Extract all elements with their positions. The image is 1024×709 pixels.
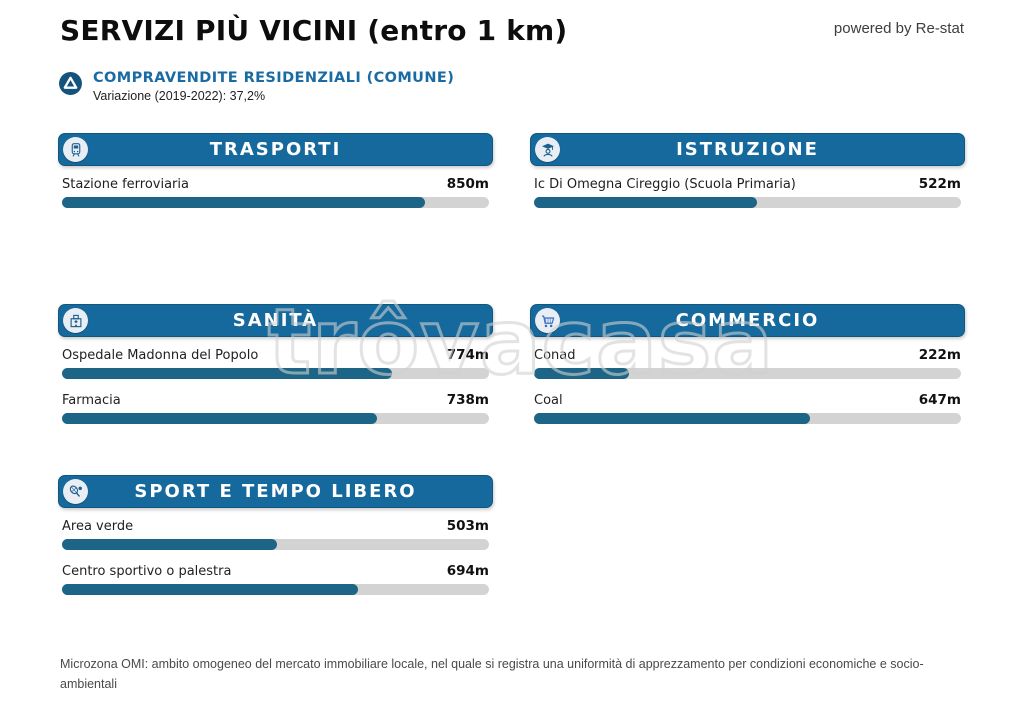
card-header: COMMERCIO (530, 304, 965, 337)
distance-bar-fill (62, 539, 277, 550)
card-header: ISTRUZIONE (530, 133, 965, 166)
card-rows: Ospedale Madonna del Popolo 774m Farmacia 7… (58, 337, 493, 424)
service-distance: 222m (918, 347, 961, 363)
distance-bar-track (62, 197, 489, 208)
service-row: Area verde 503m (62, 518, 489, 550)
service-label: Coal (534, 393, 563, 408)
card-title: COMMERCIO (675, 310, 820, 331)
service-distance: 774m (446, 347, 489, 363)
service-distance: 738m (446, 392, 489, 408)
distance-bar-track (534, 413, 961, 424)
service-row-header: Farmacia 738m (62, 392, 489, 408)
distance-bar-fill (534, 413, 811, 424)
tennis-icon (63, 479, 88, 504)
service-distance: 503m (446, 518, 489, 534)
card-rows: Stazione ferroviaria 850m (58, 166, 493, 208)
summary-title: COMPRAVENDITE RESIDENZIALI (COMUNE) (93, 70, 455, 86)
distance-bar-track (534, 197, 961, 208)
service-distance: 850m (446, 176, 489, 192)
service-distance: 647m (918, 392, 961, 408)
distance-bar-fill (62, 197, 425, 208)
summary-variation: Variazione (2019-2022): 37,2% (93, 89, 266, 103)
service-label: Centro sportivo o palestra (62, 564, 232, 579)
card-rows: Conad 222m Coal 647m (530, 337, 965, 424)
service-row-header: Conad 222m (534, 347, 961, 363)
arrow-up-circle-icon (58, 71, 83, 96)
service-card-istruzione: ISTRUZIONE Ic Di Omegna Cireggio (Scuola … (530, 133, 965, 221)
service-label: Farmacia (62, 393, 121, 408)
distance-bar-fill (62, 368, 393, 379)
service-row: Conad 222m (534, 347, 961, 379)
footnote: Microzona OMI: ambito omogeneo del merca… (60, 657, 924, 691)
service-row-header: Coal 647m (534, 392, 961, 408)
service-label: Area verde (62, 519, 134, 534)
card-title: ISTRUZIONE (676, 139, 819, 160)
powered-by-label: powered by Re-stat (833, 20, 964, 37)
service-row: Coal 647m (534, 392, 961, 424)
cart-icon (535, 308, 560, 333)
service-row-header: Stazione ferroviaria 850m (62, 176, 489, 192)
card-header: SPORT E TEMPO LIBERO (58, 475, 493, 508)
card-title: TRASPORTI (209, 139, 342, 160)
train-icon (63, 137, 88, 162)
service-label: Ospedale Madonna del Popolo (62, 348, 259, 363)
service-row-header: Centro sportivo o palestra 694m (62, 563, 489, 579)
hospital-icon (63, 308, 88, 333)
distance-bar-fill (534, 197, 757, 208)
service-row: Centro sportivo o palestra 694m (62, 563, 489, 595)
card-rows: Area verde 503m Centro sportivo o palestra… (58, 508, 493, 595)
service-row-header: Ospedale Madonna del Popolo 774m (62, 347, 489, 363)
service-row: Ic Di Omegna Cireggio (Scuola Primaria) 5… (534, 176, 961, 208)
service-row: Farmacia 738m (62, 392, 489, 424)
distance-bar-track (62, 584, 489, 595)
service-card-commercio: COMMERCIO Conad 222m Coal 647m (530, 304, 965, 437)
distance-bar-track (62, 368, 489, 379)
distance-bar-track (534, 368, 961, 379)
card-header: SANITÀ (58, 304, 493, 337)
service-distance: 522m (918, 176, 961, 192)
distance-bar-fill (62, 413, 378, 424)
card-title: SPORT E TEMPO LIBERO (134, 481, 417, 502)
service-row-header: Area verde 503m (62, 518, 489, 534)
service-distance: 694m (446, 563, 489, 579)
service-card-trasporti: TRASPORTI Stazione ferroviaria 850m (58, 133, 493, 221)
card-rows: Ic Di Omegna Cireggio (Scuola Primaria) 5… (530, 166, 965, 208)
service-row: Stazione ferroviaria 850m (62, 176, 489, 208)
service-row: Ospedale Madonna del Popolo 774m (62, 347, 489, 379)
graduate-icon (535, 137, 560, 162)
distance-bar-fill (62, 584, 359, 595)
services-grid: TRASPORTI Stazione ferroviaria 850m ISTRUZI… (58, 133, 965, 646)
distance-bar-fill (534, 368, 629, 379)
distance-bar-track (62, 539, 489, 550)
service-label: Conad (534, 348, 576, 363)
service-card-sanita: SANITÀ Ospedale Madonna del Popolo 774m Far… (58, 304, 493, 437)
card-title: SANITÀ (232, 310, 319, 331)
service-card-sport-e-tempo-libero: SPORT E TEMPO LIBERO Area verde 503m Centro… (58, 475, 493, 608)
sales-summary: COMPRAVENDITE RESIDENZIALI (COMUNE) Vari… (58, 70, 454, 103)
card-header: TRASPORTI (58, 133, 493, 166)
service-row-header: Ic Di Omegna Cireggio (Scuola Primaria) 5… (534, 176, 961, 192)
distance-bar-track (62, 413, 489, 424)
page-title: SERVIZI PIÙ VICINI (entro 1 km) (60, 14, 568, 47)
service-label: Ic Di Omegna Cireggio (Scuola Primaria) (534, 177, 796, 192)
service-label: Stazione ferroviaria (62, 177, 189, 192)
summary-text: COMPRAVENDITE RESIDENZIALI (COMUNE) Vari… (93, 70, 454, 103)
